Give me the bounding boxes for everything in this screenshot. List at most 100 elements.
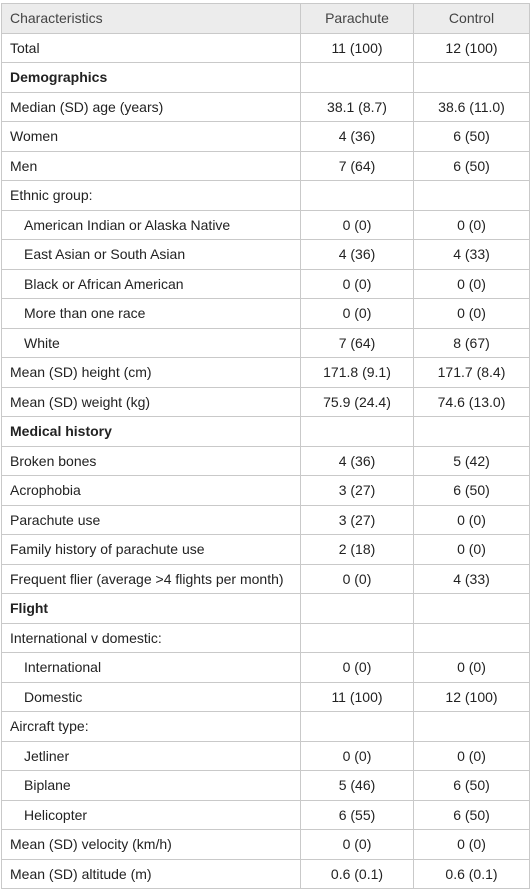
table-row: Biplane 5 (46) 6 (50) xyxy=(1,770,530,801)
table-row: Mean (SD) velocity (km/h) 0 (0) 0 (0) xyxy=(1,829,530,860)
control-cell xyxy=(413,62,530,93)
row-label: International v domestic: xyxy=(1,622,301,653)
row-label: Flight xyxy=(1,593,301,624)
parachute-cell: 5 (46) xyxy=(300,770,414,801)
parachute-cell: 0 (0) xyxy=(300,563,414,594)
control-cell: 0 (0) xyxy=(413,209,530,240)
table-row: American Indian or Alaska Native 0 (0) 0 (… xyxy=(1,209,530,240)
parachute-cell: 0 (0) xyxy=(300,298,414,329)
row-label: Black or African American xyxy=(1,268,301,299)
row-label: White xyxy=(1,327,301,358)
parachute-cell: 75.9 (24.4) xyxy=(300,386,414,417)
parachute-cell: 0.6 (0.1) xyxy=(300,858,414,889)
parachute-cell xyxy=(300,416,414,447)
control-cell: 6 (50) xyxy=(413,121,530,152)
parachute-cell xyxy=(300,62,414,93)
table-row: Frequent flier (average >4 flights per m… xyxy=(1,563,530,594)
row-label: Jetliner xyxy=(1,740,301,771)
row-label: More than one race xyxy=(1,298,301,329)
row-label: American Indian or Alaska Native xyxy=(1,209,301,240)
parachute-cell: 4 (36) xyxy=(300,121,414,152)
row-label: Ethnic group: xyxy=(1,180,301,211)
row-label: Aircraft type: xyxy=(1,711,301,742)
row-label: Parachute use xyxy=(1,504,301,535)
control-cell xyxy=(413,416,530,447)
table-row: Acrophobia 3 (27) 6 (50) xyxy=(1,475,530,506)
control-cell: 12 (100) xyxy=(413,32,530,63)
row-label: Total xyxy=(1,32,301,63)
parachute-cell xyxy=(300,622,414,653)
control-cell: 4 (33) xyxy=(413,239,530,270)
table-row: Ethnic group: xyxy=(1,180,530,211)
row-label: Mean (SD) velocity (km/h) xyxy=(1,829,301,860)
control-cell: 6 (50) xyxy=(413,150,530,181)
table-row: White 7 (64) 8 (67) xyxy=(1,327,530,358)
parachute-cell: 171.8 (9.1) xyxy=(300,357,414,388)
control-cell: 0 (0) xyxy=(413,652,530,683)
row-label: Family history of parachute use xyxy=(1,534,301,565)
header-row: Characteristics Parachute Control xyxy=(1,3,530,34)
control-cell: 0 (0) xyxy=(413,740,530,771)
table-row: Domestic 11 (100) 12 (100) xyxy=(1,681,530,712)
header-parachute: Parachute xyxy=(300,3,414,34)
parachute-cell: 0 (0) xyxy=(300,829,414,860)
parachute-cell: 6 (55) xyxy=(300,799,414,830)
row-label: Frequent flier (average >4 flights per m… xyxy=(1,563,301,594)
section-row: Demographics xyxy=(1,62,530,93)
row-label: Acrophobia xyxy=(1,475,301,506)
parachute-cell xyxy=(300,711,414,742)
table-row: Helicopter 6 (55) 6 (50) xyxy=(1,799,530,830)
row-label: Domestic xyxy=(1,681,301,712)
section-row: Flight xyxy=(1,593,530,624)
parachute-cell: 0 (0) xyxy=(300,652,414,683)
table-row: International 0 (0) 0 (0) xyxy=(1,652,530,683)
parachute-cell xyxy=(300,593,414,624)
parachute-cell: 11 (100) xyxy=(300,681,414,712)
table-row: Mean (SD) height (cm) 171.8 (9.1) 171.7 (8… xyxy=(1,357,530,388)
row-label: Helicopter xyxy=(1,799,301,830)
control-cell: 0.6 (0.1) xyxy=(413,858,530,889)
table-row: Median (SD) age (years) 38.1 (8.7) 38.6 (1… xyxy=(1,91,530,122)
parachute-cell: 7 (64) xyxy=(300,327,414,358)
row-label: Broken bones xyxy=(1,445,301,476)
control-cell: 4 (33) xyxy=(413,563,530,594)
parachute-cell: 3 (27) xyxy=(300,504,414,535)
header-characteristics: Characteristics xyxy=(1,3,301,34)
row-label: Mean (SD) weight (kg) xyxy=(1,386,301,417)
row-label: International xyxy=(1,652,301,683)
row-label: Biplane xyxy=(1,770,301,801)
control-cell: 0 (0) xyxy=(413,268,530,299)
control-cell xyxy=(413,593,530,624)
control-cell: 74.6 (13.0) xyxy=(413,386,530,417)
control-cell: 12 (100) xyxy=(413,681,530,712)
parachute-cell: 38.1 (8.7) xyxy=(300,91,414,122)
table-row: Women 4 (36) 6 (50) xyxy=(1,121,530,152)
table-row: Total 11 (100) 12 (100) xyxy=(1,32,530,63)
row-label: Men xyxy=(1,150,301,181)
parachute-cell: 0 (0) xyxy=(300,209,414,240)
parachute-cell: 2 (18) xyxy=(300,534,414,565)
control-cell: 0 (0) xyxy=(413,829,530,860)
parachute-cell: 0 (0) xyxy=(300,740,414,771)
row-label: Mean (SD) height (cm) xyxy=(1,357,301,388)
table-row: Men 7 (64) 6 (50) xyxy=(1,150,530,181)
table-row: Mean (SD) altitude (m) 0.6 (0.1) 0.6 (0.1) xyxy=(1,858,530,889)
table-body: Total 11 (100) 12 (100) Demographics Median … xyxy=(1,32,530,889)
control-cell: 5 (42) xyxy=(413,445,530,476)
header-control: Control xyxy=(413,3,530,34)
row-label: Demographics xyxy=(1,62,301,93)
control-cell xyxy=(413,180,530,211)
control-cell: 171.7 (8.4) xyxy=(413,357,530,388)
control-cell xyxy=(413,711,530,742)
table-row: Broken bones 4 (36) 5 (42) xyxy=(1,445,530,476)
table-row: East Asian or South Asian 4 (36) 4 (33) xyxy=(1,239,530,270)
table-row: Mean (SD) weight (kg) 75.9 (24.4) 74.6 (13… xyxy=(1,386,530,417)
row-label: Medical history xyxy=(1,416,301,447)
parachute-cell: 11 (100) xyxy=(300,32,414,63)
parachute-cell xyxy=(300,180,414,211)
parachute-cell: 4 (36) xyxy=(300,239,414,270)
table-row: More than one race 0 (0) 0 (0) xyxy=(1,298,530,329)
table-row: Black or African American 0 (0) 0 (0) xyxy=(1,268,530,299)
row-label: Mean (SD) altitude (m) xyxy=(1,858,301,889)
parachute-cell: 3 (27) xyxy=(300,475,414,506)
